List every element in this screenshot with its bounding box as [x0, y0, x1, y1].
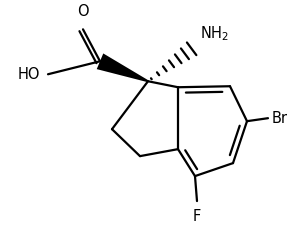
Text: NH$_2$: NH$_2$: [200, 25, 229, 43]
Text: F: F: [193, 209, 201, 224]
Text: HO: HO: [17, 67, 40, 82]
Polygon shape: [97, 54, 148, 82]
Text: Br: Br: [272, 111, 288, 126]
Text: O: O: [77, 4, 89, 19]
